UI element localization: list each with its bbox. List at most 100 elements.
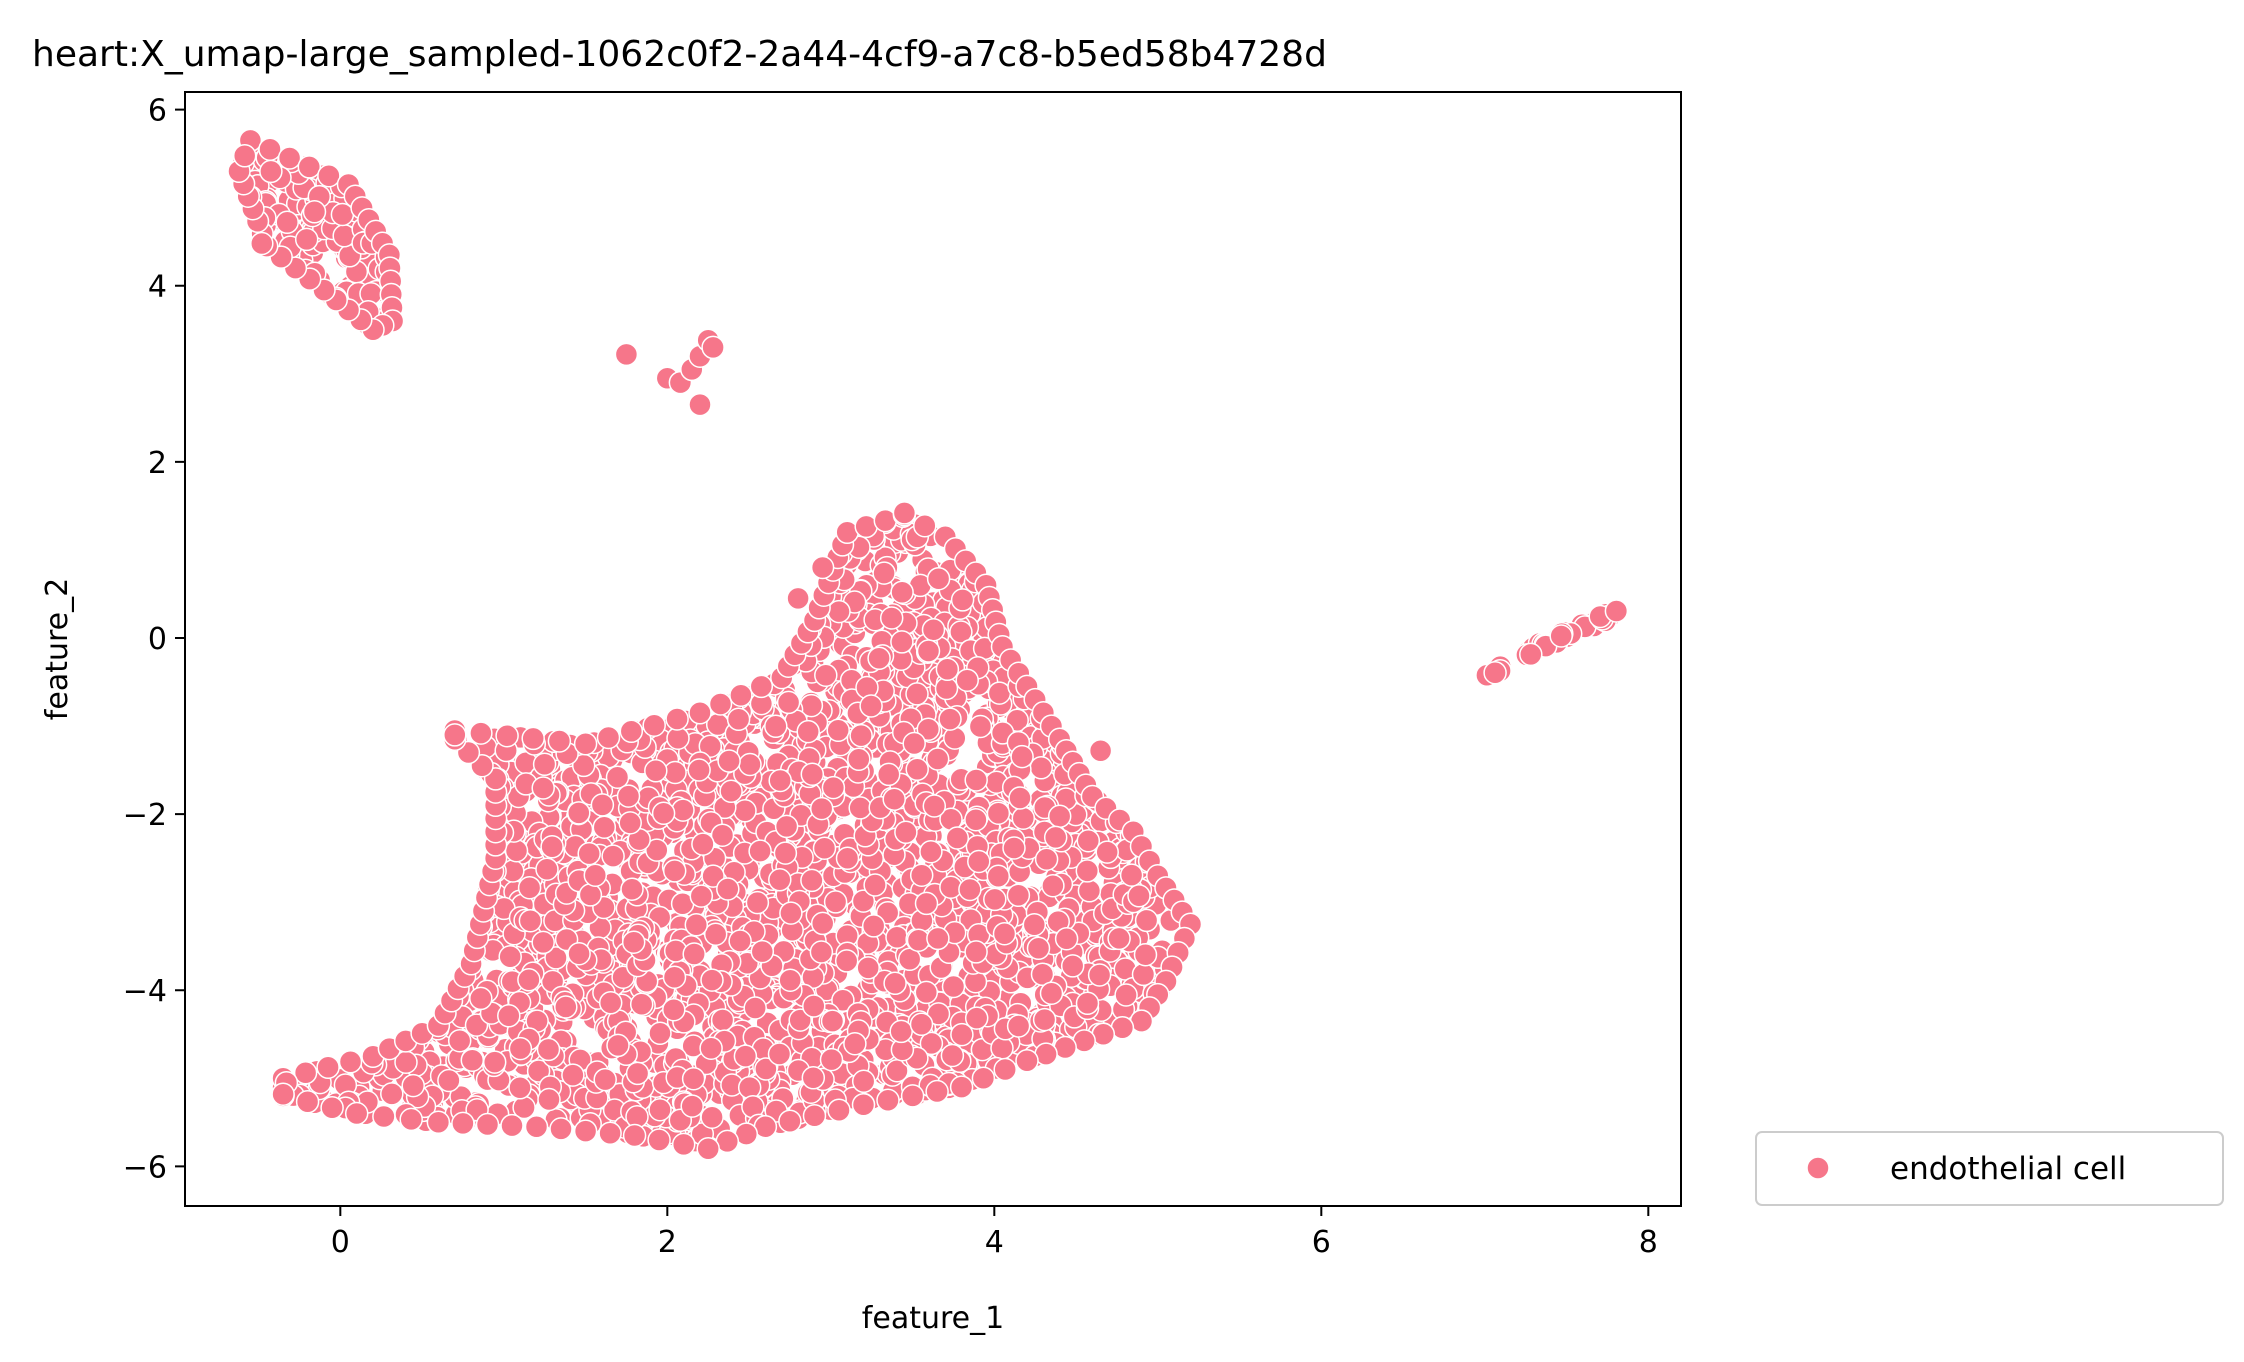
scatter-point (451, 1111, 475, 1136)
scatter-point (508, 1036, 533, 1061)
scatter-point (682, 942, 706, 966)
scatter-point (926, 1002, 951, 1026)
y-tick-label: −2 (123, 798, 167, 833)
scatter-point (475, 1112, 500, 1137)
scatter-point (905, 757, 929, 782)
scatter-point (964, 807, 988, 832)
scatter-point (743, 996, 767, 1020)
scatter-point (622, 1123, 647, 1148)
y-tick-label: 2 (148, 446, 167, 481)
scatter-point (861, 914, 886, 938)
scatter-point (708, 692, 733, 716)
scatter-point (549, 1117, 573, 1141)
scatter-point (293, 1061, 318, 1085)
x-axis: 0 2 4 6 8 (331, 1206, 1658, 1260)
scatter-point (883, 971, 907, 996)
scatter-point (902, 731, 926, 756)
scatter-point (295, 1090, 320, 1114)
scatter-point (1041, 873, 1065, 898)
scatter-point (814, 663, 838, 687)
scatter-point (885, 925, 909, 950)
scatter-point (437, 1068, 461, 1093)
plot-frame (184, 91, 1682, 1207)
scatter-point (524, 1114, 549, 1139)
scatter-point (618, 811, 642, 835)
scatter-point (890, 630, 914, 654)
x-tick-label: 6 (1312, 1225, 1331, 1260)
scatter-point (648, 1021, 672, 1046)
scatter-point (847, 747, 871, 772)
scatter-point (320, 1095, 344, 1120)
scatter-point (372, 1104, 396, 1129)
scatter-point (890, 580, 914, 604)
scatter-point (537, 1087, 561, 1112)
scatter-point (986, 801, 1011, 825)
scatter-point (1008, 786, 1032, 810)
scatter-point (687, 758, 711, 782)
scatter-point (621, 930, 646, 954)
scatter-point (949, 1075, 974, 1099)
scatter-point (344, 1101, 369, 1126)
scatter-point (955, 668, 979, 692)
scatter-point (662, 997, 686, 1022)
scatter-point (950, 1022, 974, 1047)
scatter-point (726, 707, 751, 732)
scatter-point (703, 922, 728, 946)
scatter-point (876, 762, 901, 787)
scatter-point (971, 1066, 996, 1091)
scatter-point (987, 681, 1012, 705)
scatter-point (583, 863, 608, 887)
scatter-point (1133, 942, 1158, 967)
x-axis-label: feature_1 (862, 1301, 1004, 1336)
scatter-point (577, 841, 601, 866)
scatter-point (843, 1031, 867, 1056)
scatter-point (598, 1121, 622, 1146)
scatter-point (508, 1076, 532, 1100)
scatter-point (879, 606, 904, 630)
scatter-point (469, 721, 493, 745)
scatter-point (925, 747, 950, 771)
scatter-point (809, 940, 834, 964)
scatter-point (482, 1050, 507, 1074)
scatter-point (1039, 981, 1064, 1005)
scatter-point (1047, 804, 1072, 829)
scatter-point (716, 877, 740, 901)
scatter-point (688, 701, 712, 725)
scatter-point (662, 965, 687, 989)
scatter-point (671, 1132, 696, 1157)
scatter-point (701, 335, 725, 360)
scatter-point (1030, 962, 1055, 987)
scatter-point (567, 801, 591, 825)
scatter-point (567, 941, 591, 966)
scatter-point (443, 723, 467, 747)
legend-marker (1806, 1156, 1830, 1180)
scatter-point (1026, 936, 1051, 961)
scatter-point (894, 820, 918, 845)
legend-label: endothelial cell (1890, 1151, 2126, 1187)
scatter-point (700, 1105, 724, 1129)
y-tick-label: 0 (148, 622, 167, 657)
scatter-point (701, 864, 725, 888)
scatter-point (259, 159, 283, 184)
scatter-point (1043, 825, 1068, 850)
scatter-point (1054, 926, 1079, 951)
scatter-point (719, 779, 743, 804)
scatter-point (778, 968, 802, 992)
scatter-point (967, 849, 991, 874)
scatter-point (302, 200, 327, 224)
scatter-point (517, 968, 541, 992)
scatter-point (990, 1036, 1014, 1060)
scatter-point (1077, 879, 1102, 903)
scatter-point (914, 891, 939, 916)
scatter-point (921, 617, 946, 642)
scatter-point (809, 796, 834, 821)
scatter-point (294, 227, 319, 252)
scatter-point (447, 1028, 472, 1053)
scatter-point (812, 836, 837, 860)
scatter-point (717, 749, 741, 773)
scatter-point (1131, 962, 1156, 987)
scatter-point (531, 776, 555, 800)
scatter-point (916, 639, 941, 663)
scatter-point (1095, 840, 1119, 864)
scatter-point (867, 646, 891, 671)
